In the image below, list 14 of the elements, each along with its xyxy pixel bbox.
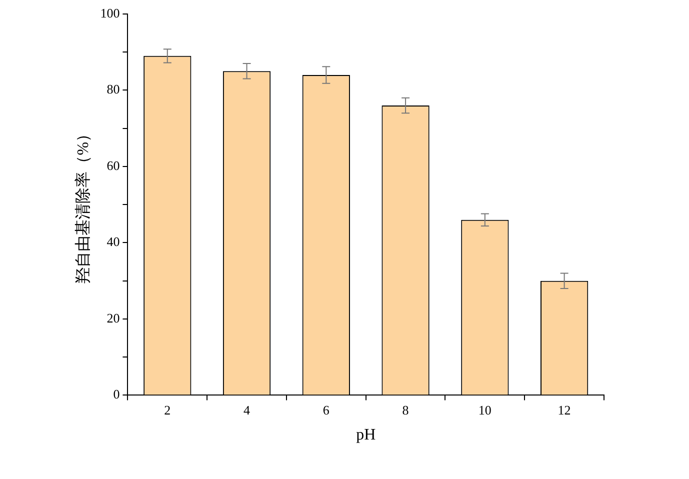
x-tick-label: 10 [478,402,492,418]
y-tick-label: 40 [106,234,120,250]
x-axis-title: pH [356,426,376,444]
y-tick-label: 100 [100,5,120,20]
y-tick-label: 0 [113,386,120,402]
x-tick-label: 6 [322,402,330,418]
x-tick-label: 2 [164,402,171,418]
x-tick-label: 4 [244,402,251,418]
y-tick-label: 80 [106,82,120,97]
x-tick-label: 12 [558,402,571,418]
y-axis-title: 羟自由基清除率（%） [74,126,92,284]
y-tick-label: 60 [106,158,120,173]
y-tick-label: 20 [106,310,120,326]
x-tick-label: 8 [402,402,409,418]
